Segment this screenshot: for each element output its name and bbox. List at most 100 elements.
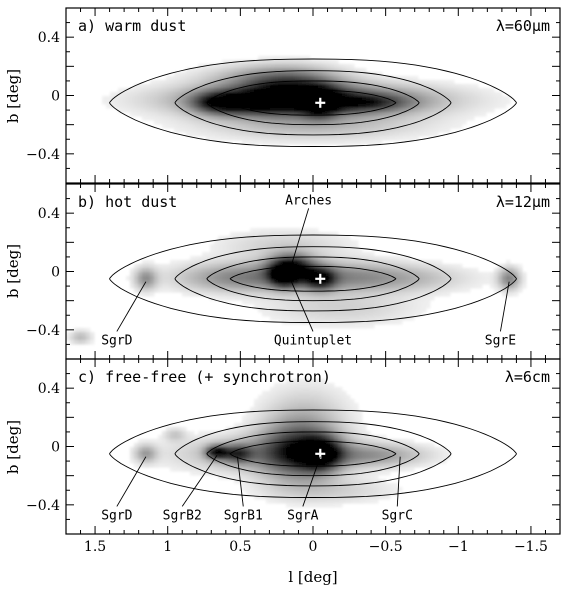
- emission-cell: [322, 308, 327, 313]
- emission-cell: [294, 80, 299, 85]
- emission-cell: [282, 451, 287, 456]
- emission-cell: [254, 439, 259, 444]
- emission-cell: [282, 140, 287, 145]
- emission-cell: [370, 447, 375, 452]
- emission-cell: [414, 104, 419, 109]
- emission-cell: [254, 240, 259, 245]
- emission-cell: [302, 284, 307, 289]
- emission-cell: [338, 280, 343, 285]
- emission-cell: [294, 379, 299, 384]
- emission-cell: [338, 272, 343, 277]
- emission-cell: [214, 244, 219, 249]
- emission-cell: [194, 96, 199, 101]
- emission-cell: [258, 296, 263, 301]
- emission-cell: [422, 272, 427, 277]
- emission-cell: [310, 483, 315, 488]
- emission-cell: [154, 264, 159, 269]
- emission-cell: [334, 232, 339, 237]
- emission-cell: [162, 120, 167, 125]
- emission-cell: [246, 88, 251, 93]
- emission-cell: [378, 76, 383, 81]
- emission-cell: [134, 96, 139, 101]
- emission-cell: [282, 395, 287, 400]
- emission-cell: [282, 96, 287, 101]
- emission-cell: [390, 268, 395, 273]
- emission-cell: [266, 491, 271, 496]
- emission-cell: [150, 88, 155, 93]
- emission-cell: [390, 264, 395, 269]
- emission-cell: [294, 391, 299, 396]
- emission-cell: [354, 248, 359, 253]
- emission-cell: [174, 104, 179, 109]
- emission-cell: [314, 248, 319, 253]
- emission-cell: [150, 92, 155, 97]
- emission-cell: [350, 296, 355, 301]
- emission-cell: [410, 296, 415, 301]
- emission-cell: [354, 427, 359, 432]
- emission-cell: [246, 140, 251, 145]
- emission-cell: [274, 459, 279, 464]
- emission-cell: [218, 447, 223, 452]
- emission-cell: [438, 104, 443, 109]
- emission-cell: [386, 284, 391, 289]
- emission-cell: [342, 467, 347, 472]
- emission-cell: [274, 316, 279, 321]
- emission-cell: [314, 60, 319, 65]
- emission-cell: [210, 104, 215, 109]
- emission-cell: [298, 236, 303, 241]
- emission-cell: [298, 403, 303, 408]
- emission-cell: [394, 104, 399, 109]
- emission-cell: [434, 451, 439, 456]
- emission-cell: [402, 296, 407, 301]
- emission-cell: [198, 92, 203, 97]
- emission-cell: [86, 328, 91, 333]
- emission-cell: [338, 236, 343, 241]
- emission-cell: [386, 88, 391, 93]
- emission-cell: [378, 296, 383, 301]
- emission-cell: [310, 240, 315, 245]
- emission-cell: [166, 264, 171, 269]
- emission-cell: [422, 104, 427, 109]
- emission-cell: [266, 455, 271, 460]
- emission-cell: [306, 112, 311, 117]
- emission-cell: [294, 288, 299, 293]
- emission-cell: [226, 284, 231, 289]
- emission-cell: [162, 112, 167, 117]
- emission-cell: [322, 395, 327, 400]
- emission-cell: [146, 439, 151, 444]
- emission-cell: [266, 92, 271, 97]
- emission-cell: [246, 467, 251, 472]
- emission-cell: [306, 391, 311, 396]
- emission-cell: [154, 451, 159, 456]
- emission-cell: [246, 124, 251, 129]
- emission-cell: [226, 443, 231, 448]
- emission-cell: [266, 256, 271, 261]
- emission-cell: [182, 116, 187, 121]
- emission-cell: [450, 120, 455, 125]
- emission-cell: [354, 304, 359, 309]
- emission-cell: [346, 88, 351, 93]
- emission-cell: [142, 260, 147, 265]
- emission-cell: [462, 276, 467, 281]
- emission-cell: [362, 300, 367, 305]
- emission-cell: [290, 60, 295, 65]
- emission-cell: [466, 276, 471, 281]
- emission-cell: [142, 100, 147, 105]
- emission-cell: [502, 96, 507, 101]
- emission-cell: [314, 68, 319, 73]
- emission-cell: [274, 292, 279, 297]
- emission-cell: [278, 100, 283, 105]
- emission-cell: [334, 72, 339, 77]
- emission-cell: [414, 280, 419, 285]
- emission-cell: [230, 108, 235, 113]
- emission-cell: [266, 427, 271, 432]
- emission-cell: [426, 268, 431, 273]
- emission-cell: [378, 495, 383, 500]
- emission-cell: [266, 264, 271, 269]
- emission-cell: [158, 284, 163, 289]
- emission-cell: [246, 104, 251, 109]
- emission-cell: [330, 124, 335, 129]
- emission-cell: [270, 463, 275, 468]
- emission-cell: [194, 76, 199, 81]
- emission-cell: [298, 240, 303, 245]
